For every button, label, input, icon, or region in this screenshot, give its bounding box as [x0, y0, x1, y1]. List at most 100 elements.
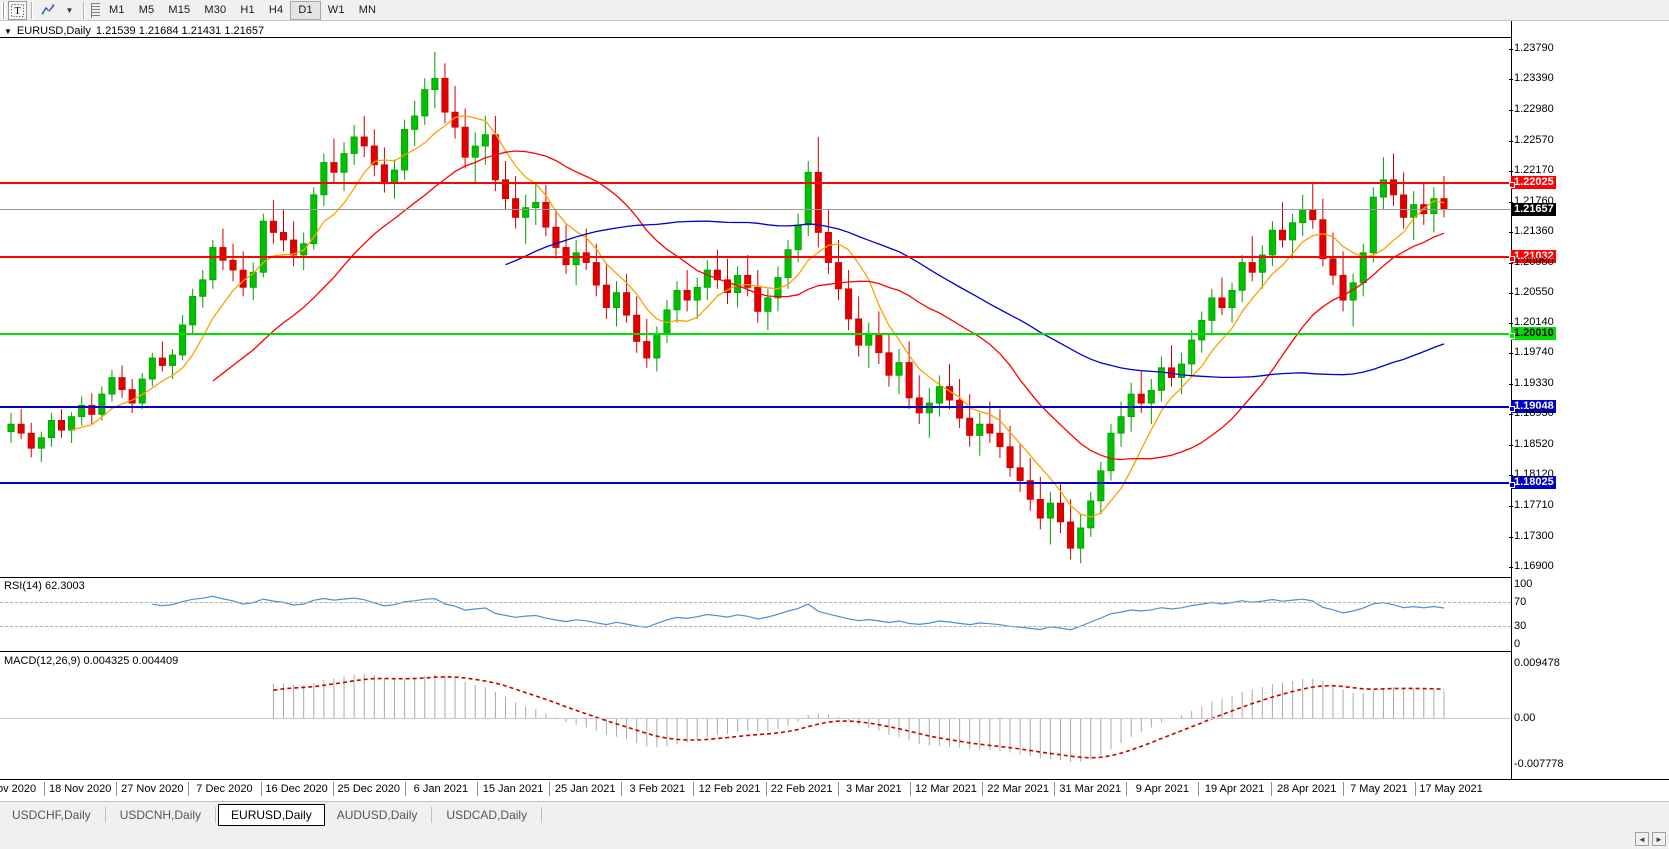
price-chart-plot[interactable]: [0, 37, 1511, 577]
price-axis-label: 1.17300: [1514, 529, 1554, 542]
rsi-axis-label: 0: [1514, 638, 1521, 650]
chart-header: ▼ EURUSD,Daily 1.21539 1.21684 1.21431 1…: [4, 25, 264, 37]
macd-zero-line: [0, 718, 1511, 720]
tab-usdchf-daily[interactable]: USDCHF,Daily: [12, 808, 91, 822]
price-axis-label: 1.16900: [1514, 560, 1554, 572]
price-axis-tick: [1509, 445, 1513, 447]
price-axis-tick: [1509, 231, 1513, 233]
price-axis-tick: [1509, 79, 1513, 81]
toolbar-grip[interactable]: [1, 1, 6, 19]
date-axis-label: 12 Mar 2021: [915, 783, 977, 795]
objects-icon[interactable]: [37, 1, 59, 20]
date-axis-label: 22 Feb 2021: [770, 783, 833, 795]
level-price-label[interactable]: 1.20010: [1511, 327, 1556, 341]
chart-symbol-label: EURUSD,Daily: [16, 25, 91, 37]
chart-menu-chevron-down-icon[interactable]: ▼: [4, 26, 12, 36]
date-axis-label: 3 Feb 2021: [629, 783, 686, 795]
price-axis-label: 1.22570: [1514, 133, 1554, 146]
timeframe-w1[interactable]: W1: [327, 4, 345, 16]
price-axis-tick: [1509, 170, 1513, 172]
macd-axis-label: 0.00: [1514, 712, 1536, 725]
timeframe-m15[interactable]: M15: [168, 4, 191, 16]
horizontal-level-line[interactable]: [0, 256, 1515, 263]
price-axis-label: 1.20140: [1514, 316, 1554, 329]
rsi-level-line: [0, 626, 1511, 627]
crosshair-text-icon[interactable]: T: [8, 0, 27, 20]
date-axis-separator: [837, 782, 839, 796]
price-axis-tick: [1509, 292, 1513, 294]
date-axis-separator: [1342, 782, 1344, 796]
timeframe-h4[interactable]: H4: [268, 4, 284, 16]
scroll-right-arrow-icon[interactable]: ►: [1652, 832, 1666, 846]
date-axis-separator: [1198, 782, 1200, 796]
price-axis-tick: [1509, 109, 1513, 111]
current-price-label: 1.21657: [1511, 203, 1556, 217]
level-drag-handle[interactable]: [1509, 333, 1515, 340]
date-axis-label: 9 Apr 2021: [1135, 783, 1189, 795]
timeframe-m5[interactable]: M5: [138, 4, 155, 16]
tab-eurusd-daily[interactable]: EURUSD,Daily: [218, 804, 325, 826]
horizontal-level-line[interactable]: [0, 181, 1515, 188]
price-axis-tick: [1509, 140, 1513, 142]
horizontal-level-line[interactable]: [0, 333, 1515, 340]
date-axis[interactable]: 9 Nov 2020 18 Nov 2020 27 Nov 2020 7 Dec 20…: [0, 779, 1669, 801]
tab-separator-3: [431, 807, 433, 823]
timeframe-d1[interactable]: D1: [290, 0, 321, 20]
rsi-axis-label: 30: [1514, 620, 1527, 632]
date-axis-separator: [332, 782, 334, 796]
level-price-label[interactable]: 1.19048: [1511, 399, 1556, 413]
price-pane-bottom-border: [0, 577, 1511, 578]
timeframe-m1[interactable]: M1: [109, 4, 125, 16]
price-axis-tick: [1509, 201, 1513, 203]
tab-separator-2: [215, 807, 217, 823]
date-axis-label: 3 Mar 2021: [845, 783, 902, 795]
tab-usdcad-daily[interactable]: USDCAD,Daily: [446, 808, 528, 822]
chart-tabs-bar: USDCHF,Daily USDCNH,Daily EURUSD,Daily A…: [0, 801, 1669, 849]
level-price-label[interactable]: 1.21032: [1511, 250, 1556, 264]
date-axis-label: 25 Jan 2021: [554, 783, 616, 795]
scroll-left-arrow-icon[interactable]: ◄: [1635, 832, 1649, 846]
objects-dropdown-chevron-down-icon[interactable]: ▼: [65, 5, 74, 15]
price-axis-label: 1.20550: [1514, 285, 1554, 298]
level-drag-handle[interactable]: [1509, 256, 1515, 263]
rsi-pane-bottom-border: [0, 651, 1511, 652]
price-axis-label: 1.20950: [1514, 255, 1554, 268]
rsi-plot[interactable]: [0, 578, 1511, 650]
tab-separator-1: [104, 807, 106, 823]
level-price-label[interactable]: 1.22025: [1511, 175, 1556, 189]
date-axis-label: 16 Dec 2020: [265, 783, 328, 795]
price-axis-label: 1.17710: [1514, 499, 1554, 512]
price-axis-label: 1.21360: [1514, 224, 1554, 237]
timeframe-h1[interactable]: H1: [240, 4, 255, 16]
rsi-pane-title: RSI(14) 62.3003: [4, 580, 85, 592]
horizontal-level-line[interactable]: [0, 405, 1515, 412]
level-drag-handle[interactable]: [1509, 181, 1515, 188]
date-axis-separator: [1126, 782, 1128, 796]
macd-pane-title: MACD(12,26,9) 0.004325 0.004409: [4, 655, 179, 667]
tab-audusd-daily[interactable]: AUDUSD,Daily: [336, 808, 418, 822]
periods-grip[interactable]: [91, 2, 100, 18]
horizontal-level-line[interactable]: [0, 482, 1515, 489]
date-axis-separator: [44, 782, 46, 796]
rsi-axis-label: 70: [1514, 596, 1527, 608]
date-axis-separator: [404, 782, 406, 796]
level-price-label[interactable]: 1.18025: [1511, 476, 1556, 490]
tab-separator-4: [541, 807, 543, 823]
date-axis-label: 18 Nov 2020: [48, 783, 112, 795]
price-axis-label: 1.18930: [1514, 407, 1554, 420]
date-axis-separator: [1414, 782, 1416, 796]
date-axis-label: 9 Nov 2020: [0, 783, 37, 795]
timeframe-m30[interactable]: M30: [204, 4, 227, 16]
chart-canvas-area[interactable]: ▼ EURUSD,Daily 1.21539 1.21684 1.21431 1…: [0, 21, 1669, 779]
price-axis-label: 1.23390: [1514, 72, 1554, 85]
rsi-axis-label: 100: [1514, 578, 1533, 590]
level-drag-handle[interactable]: [1509, 405, 1515, 412]
toolbar-separator-1: [31, 1, 33, 19]
macd-plot[interactable]: [0, 653, 1511, 778]
level-drag-handle[interactable]: [1509, 482, 1515, 489]
tab-usdcnh-daily[interactable]: USDCNH,Daily: [119, 808, 202, 822]
price-axis-label: 1.22170: [1514, 163, 1554, 176]
timeframe-mn[interactable]: MN: [358, 4, 377, 16]
date-axis-separator: [476, 782, 478, 796]
